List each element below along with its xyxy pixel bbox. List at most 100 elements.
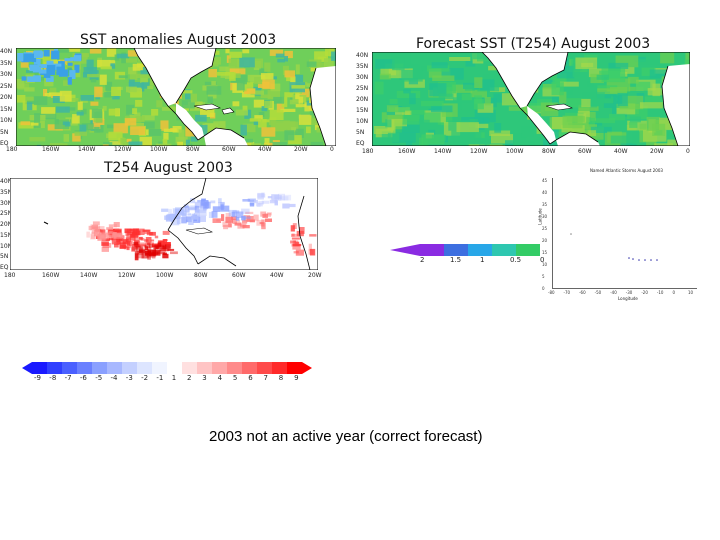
storm-point [650, 259, 652, 261]
storm-x-tick: -40 [610, 290, 617, 295]
forecast-lon-tick: 180 [362, 148, 374, 155]
anomaly-colorbar-swatch [62, 362, 77, 374]
sst-lon-tick: 180 [6, 146, 18, 153]
anomaly-colorbar-label: 8 [278, 374, 284, 382]
forecast-lon-tick: 20W [650, 148, 664, 155]
storm-y-tick: 40 [542, 190, 548, 195]
anomaly-colorbar-label: -4 [110, 374, 118, 382]
anomaly-colorbar-swatch [257, 362, 272, 374]
t254-lon-tick: 140W [80, 272, 98, 279]
storm-y-tick: 45 [542, 178, 548, 183]
anomaly-colorbar-label: 2 [187, 374, 192, 382]
anomaly-colorbar-swatch [227, 362, 242, 374]
t254-lat-tick: 10N [0, 242, 13, 250]
sst-lon-axis: 180 160W 140W 120W 100W 80W 60W 40W 20W 0 [6, 146, 342, 156]
anomaly-colorbar-label: 3 [202, 374, 207, 382]
forecast-lat-axis: 40N 35N 30N 25N 20N 15N 10N 5N EQ [356, 52, 372, 147]
anomaly-colorbar-swatch [212, 362, 227, 374]
t254-lat-tick: 20N [0, 221, 13, 228]
sst-lon-tick: 60W [222, 146, 236, 153]
sst-lon-tick: 140W [78, 146, 96, 153]
forecast-lon-tick: 100W [506, 148, 524, 155]
anomaly-colorbar-label: -2 [141, 374, 149, 382]
colorbar-label: 2 [420, 256, 425, 264]
colorbar-label: 1.5 [450, 256, 462, 264]
forecast-lon-tick: 40W [614, 148, 628, 155]
anomaly-colorbar-swatch [272, 362, 287, 374]
anomaly-colorbar-swatch [122, 362, 137, 374]
colorbar-swatch [492, 244, 516, 256]
t254-lat-axis: 40N 35N 30N 25N 20N 15N 10N 5N EQ [0, 178, 16, 271]
sst-lat-tick: 15N [0, 105, 13, 113]
sst-lon-tick: 120W [114, 146, 132, 153]
forecast-colorbar: 2 1.5 1 0.5 0 [390, 244, 545, 264]
t254-lat-tick: 35N [0, 188, 13, 196]
t254-lat-tick: 25N [0, 210, 13, 218]
storm-x-tick: -20 [641, 290, 648, 295]
sst-lon-tick: 160W [42, 146, 60, 153]
anomaly-colorbar-label: -1 [156, 374, 164, 382]
storm-x-tick: 0 [672, 290, 675, 295]
sst-lat-tick: 10N [0, 117, 13, 124]
t254-lon-tick: 40W [270, 272, 284, 279]
anomaly-colorbar-label: -8 [49, 374, 57, 382]
anomaly-colorbar-label: 7 [263, 374, 268, 382]
forecast-lat-tick: 10N [356, 118, 369, 125]
anomaly-colorbar-swatch [167, 362, 182, 374]
sst-lat-tick: 30N [0, 71, 13, 78]
slide-caption: 2003 not an active year (correct forecas… [209, 428, 483, 445]
sst-lon-tick: 20W [294, 146, 308, 153]
forecast-lon-tick: 120W [470, 148, 488, 155]
colorbar-label: 0 [540, 256, 545, 264]
storm-y-tick: 0 [542, 286, 545, 291]
storm-point [570, 233, 572, 235]
anomaly-colorbar: -9 -8 -7 -6 -5 -4 -3 -2 -1 1 2 3 4 5 6 7 8 9 [22, 362, 312, 384]
storm-point [644, 259, 646, 261]
anomaly-colorbar-label: -3 [125, 374, 133, 382]
t254-lon-tick: 80W [194, 272, 208, 279]
t254-lat-tick: 40N [0, 178, 13, 185]
storm-x-tick: -80 [548, 290, 555, 295]
sst-lat-tick: 40N [0, 48, 13, 55]
t254-title: T254 August 2003 [104, 160, 233, 176]
storm-track-plot: Named Atlantic Storms August 2003 Latitu… [538, 164, 700, 304]
storm-y-tick: 20 [542, 238, 548, 243]
anomaly-colorbar-label: 6 [248, 374, 253, 382]
storm-point [632, 258, 634, 260]
sst-lon-tick: 40W [258, 146, 272, 153]
forecast-lon-tick: 140W [434, 148, 452, 155]
colorbar-swatch [516, 244, 540, 256]
forecast-lon-tick: 60W [578, 148, 592, 155]
storm-y-tick: 30 [542, 214, 548, 219]
storm-x-tick: -10 [656, 290, 664, 295]
t254-lon-tick: 160W [42, 272, 60, 279]
storm-y-tick: 10 [542, 262, 548, 267]
sst-lon-tick: 80W [186, 146, 200, 153]
forecast-lat-tick: 15N [356, 107, 369, 114]
sst-lon-tick: 0 [330, 146, 334, 153]
anomaly-colorbar-swatch [152, 362, 167, 374]
t254-lon-tick: 120W [118, 272, 136, 279]
sst-lat-axis: 40N 35N 30N 25N 20N 15N 10N 5N EQ [0, 48, 16, 147]
forecast-lon-tick: 0 [686, 148, 690, 155]
forecast-lat-tick: EQ [356, 140, 365, 147]
anomaly-colorbar-swatch [92, 362, 107, 374]
forecast-lat-tick: 30N [356, 74, 369, 81]
storm-x-tick: -30 [625, 290, 633, 295]
anomaly-colorbar-swatch [107, 362, 122, 374]
storm-y-tick: 25 [542, 226, 548, 231]
sst-anomaly-map [16, 48, 336, 146]
anomaly-colorbar-swatch [242, 362, 257, 374]
t254-lat-tick: 15N [0, 231, 13, 239]
forecast-lon-tick: 160W [398, 148, 416, 155]
anomaly-colorbar-swatch [137, 362, 152, 374]
forecast-lon-axis: 180 160W 140W 120W 100W 80W 60W 40W 20W 0 [362, 148, 698, 158]
t254-lat-tick: 5N [0, 253, 9, 261]
forecast-sst-map [372, 52, 690, 146]
storm-point [628, 257, 630, 259]
t254-lat-tick: EQ [0, 264, 9, 271]
sst-lon-tick: 100W [150, 146, 168, 153]
t254-lat-tick: 30N [0, 199, 13, 207]
sst-lat-tick: 20N [0, 94, 13, 101]
storm-x-tick: -60 [579, 290, 586, 295]
